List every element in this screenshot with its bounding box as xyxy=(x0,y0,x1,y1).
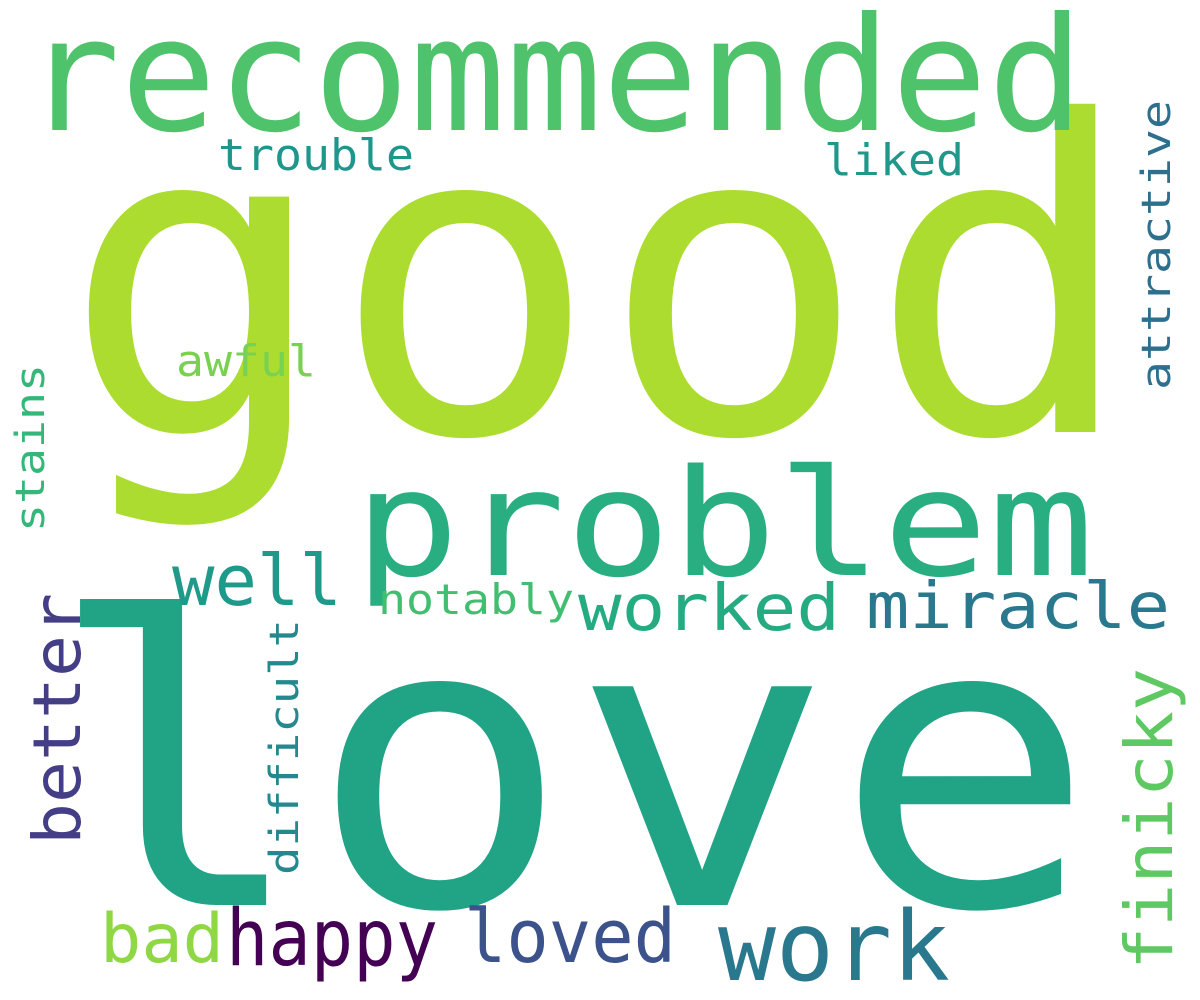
word-difficult: difficult xyxy=(262,619,308,875)
word-good: good xyxy=(62,31,1137,534)
word-liked: liked xyxy=(824,135,964,186)
word-stains: stains xyxy=(8,364,54,532)
word-loved: loved xyxy=(464,894,676,980)
word-work: work xyxy=(718,891,950,1000)
word-well: well xyxy=(172,540,342,622)
word-miracle: miracle xyxy=(866,570,1170,644)
word-better: better xyxy=(19,593,96,845)
word-love: love xyxy=(46,535,1096,1000)
word-attractive: attractive xyxy=(1134,100,1180,390)
word-finicky: finicky xyxy=(1111,668,1188,970)
word-problem: problem xyxy=(354,438,1094,610)
word-awful: awful xyxy=(176,336,316,387)
word-worked: worked xyxy=(578,572,840,646)
word-notably: notably xyxy=(378,575,574,624)
word-trouble: trouble xyxy=(218,130,414,181)
word-happy: happy xyxy=(226,894,438,984)
word-recommended: recommended xyxy=(24,0,1084,168)
word-bad: bad xyxy=(100,900,224,979)
